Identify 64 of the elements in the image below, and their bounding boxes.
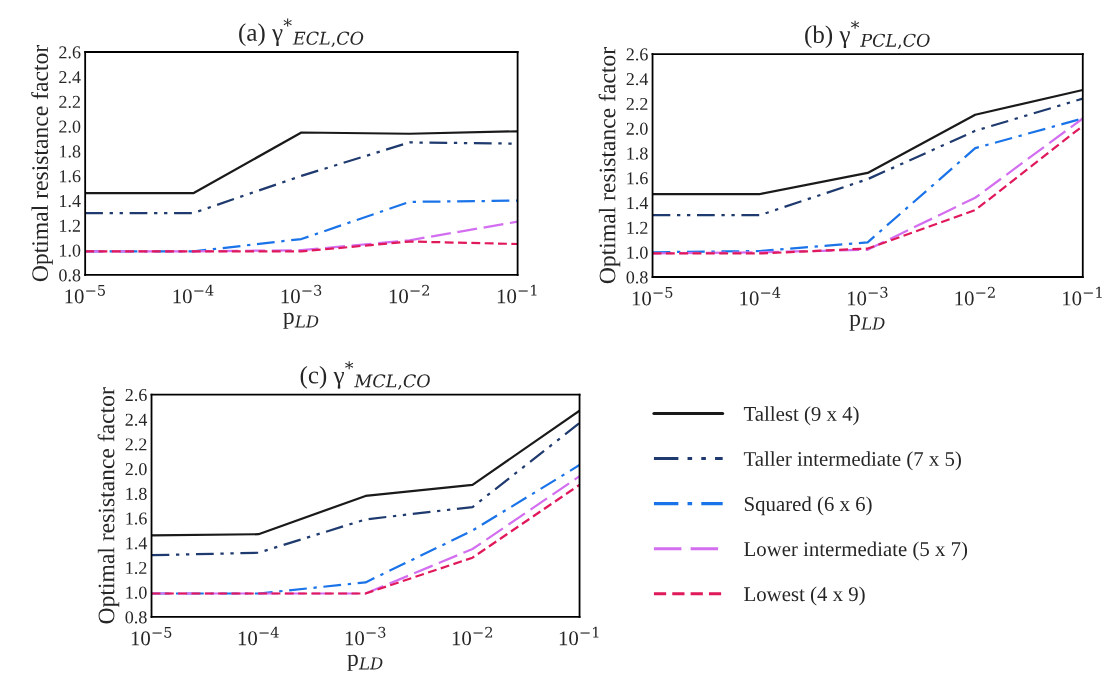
y-tick-label: 2.4 (626, 73, 649, 86)
y-tick-label: 1.8 (126, 487, 147, 500)
y-tick-label: 1.6 (126, 512, 147, 525)
line-series (652, 97, 1083, 217)
x-axis-title: p$_{LD}$ (347, 654, 383, 671)
y-tick-label: 1.4 (126, 537, 148, 550)
y-tick-label: 2.4 (59, 71, 81, 84)
y-tick-label: 1.4 (60, 194, 81, 208)
y-tick-label: 1.6 (627, 172, 648, 185)
y-tick-label: 2.2 (125, 438, 147, 451)
x-tick-label: 10$^{−1}$ (559, 626, 599, 646)
y-tick-label: 2.4 (125, 413, 148, 426)
y-tick-label: 1.0 (126, 586, 147, 599)
y-tick-label: 2.2 (59, 95, 80, 109)
y-axis-title: Optimal resistance factor (31, 45, 53, 282)
y-tick-label: 1.2 (126, 561, 147, 575)
chart-title: (a) γ$^{*}$$_{ECL,CO}$ (239, 18, 364, 47)
y-axis-title: Optimal resistance factor (97, 387, 120, 624)
y-tick-label: 1.6 (60, 170, 81, 183)
y-tick-label: 2.2 (626, 97, 648, 111)
legend-label: Squared (6 x 6) (744, 496, 872, 516)
y-tick-label: 0.8 (59, 269, 81, 282)
legend-label: Lower intermediate (5 x 7) (744, 541, 968, 561)
y-tick-label: 1.4 (627, 197, 649, 210)
y-tick-label: 2.6 (59, 46, 81, 59)
y-tick-label: 0.8 (125, 611, 147, 624)
legend-label: Tallest (9 x 4) (743, 406, 859, 426)
x-tick-label: 10$^{−2}$ (955, 286, 995, 306)
y-tick-label: 2.6 (125, 388, 147, 402)
y-tick-label: 1.8 (627, 147, 648, 160)
chart-title: (b) γ$^{*}$$_{PCL,CO}$ (805, 20, 930, 50)
y-tick-label: 1.0 (60, 244, 81, 257)
y-tick-label: 2.0 (626, 122, 648, 135)
y-tick-label: 1.8 (60, 145, 81, 158)
y-tick-label: 0.8 (626, 271, 648, 284)
y-axis-title: Optimal resistance factor (598, 47, 621, 284)
x-tick-label: 10$^{−5}$ (131, 626, 172, 646)
y-tick-label: 2.0 (125, 463, 147, 476)
line-series (151, 421, 580, 557)
x-tick-label: 10$^{−4}$ (740, 286, 781, 306)
x-tick-label: 10$^{−4}$ (173, 284, 214, 304)
legend-label: Lowest (4 x 9) (744, 586, 865, 606)
y-tick-label: 1.2 (627, 221, 648, 234)
x-tick-label: 10$^{−3}$ (281, 284, 322, 304)
x-tick-label: 10$^{−5}$ (632, 287, 673, 306)
x-tick-label: 10$^{−1}$ (1063, 286, 1102, 306)
y-tick-label: 1.0 (627, 246, 648, 259)
x-tick-label: 10$^{−3}$ (847, 286, 888, 306)
x-axis-title: p$_{LD}$ (849, 314, 885, 331)
legend-label: Taller intermediate (7 x 5) (743, 451, 961, 471)
y-tick-label: 2.6 (626, 48, 648, 61)
x-tick-label: 10$^{−2}$ (389, 284, 430, 304)
chart-title: (c) γ$^{*}$$_{MCL,CO}$ (300, 361, 430, 390)
x-tick-label: 10$^{−1}$ (497, 284, 537, 304)
line-series (85, 130, 518, 195)
x-tick-label: 10$^{−5}$ (65, 284, 105, 304)
y-tick-label: 2.0 (59, 120, 81, 133)
y-tick-label: 1.2 (60, 219, 80, 232)
line-series (652, 88, 1083, 196)
x-tick-label: 10$^{−2}$ (452, 626, 493, 646)
x-axis-title: p$_{LD}$ (283, 312, 319, 329)
x-tick-label: 10$^{−4}$ (238, 626, 279, 646)
line-series (151, 409, 580, 537)
x-tick-label: 10$^{−3}$ (345, 626, 386, 646)
